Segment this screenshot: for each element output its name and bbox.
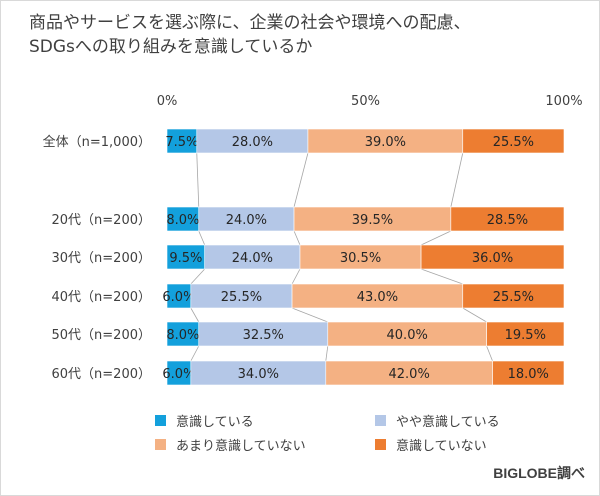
connector-line <box>325 345 329 362</box>
data-label: 8.0% <box>166 328 199 343</box>
source-note: BIGLOBE調べ <box>493 465 585 481</box>
data-label: 30.5% <box>340 251 381 266</box>
legend-swatch <box>155 415 166 426</box>
data-label: 39.5% <box>352 213 393 228</box>
connector-line <box>190 345 200 362</box>
legend-swatch <box>155 439 166 450</box>
bar-segment <box>307 128 464 154</box>
bar-segment <box>166 128 198 154</box>
data-label: 8.0% <box>166 213 199 228</box>
data-label: 34.0% <box>238 367 279 382</box>
connector-line <box>196 152 200 208</box>
data-label: 39.0% <box>365 135 406 150</box>
category-label: 50代（n=200） <box>52 328 152 343</box>
x-tick-label: 100% <box>545 94 582 109</box>
legend-swatch <box>375 415 386 426</box>
connector-line <box>462 307 487 323</box>
data-label: 28.0% <box>232 135 273 150</box>
data-label: 25.5% <box>493 135 534 150</box>
x-tick-label: 0% <box>157 94 178 109</box>
bar-segment <box>420 244 565 270</box>
data-label: 6.0% <box>162 290 195 305</box>
chart-title: 商品やサービスを選ぶ際に、企業の社会や環境への配慮、 SDGsへの取り組みを意識… <box>29 13 471 57</box>
connector-line <box>293 152 309 208</box>
connector-line <box>420 268 463 285</box>
category-label: 30代（n=200） <box>52 251 152 266</box>
legend-item: あまり意識していない <box>155 435 306 454</box>
legend: 意識している やや意識しているあまり意識していない 意識していない <box>155 411 575 454</box>
data-label: 25.5% <box>493 290 534 305</box>
data-label: 25.5% <box>221 290 262 305</box>
bar-segment <box>166 321 200 347</box>
connector-line <box>291 307 328 323</box>
data-label: 24.0% <box>226 213 267 228</box>
bar-segment <box>450 206 565 232</box>
data-label: 40.0% <box>387 328 428 343</box>
category-label: 全体（n=1,000） <box>43 134 151 150</box>
connector-line <box>291 268 301 285</box>
bar-segment <box>291 283 464 309</box>
data-label: 19.5% <box>505 328 546 343</box>
category-label: 40代（n=200） <box>52 290 152 305</box>
data-label: 42.0% <box>389 367 430 382</box>
connector-line <box>486 345 493 362</box>
bar-segment <box>486 321 565 347</box>
bar-segment <box>293 206 452 232</box>
connector-line <box>420 230 452 246</box>
legend-swatch <box>375 439 386 450</box>
data-label: 32.5% <box>243 328 284 343</box>
data-label: 9.5% <box>169 251 202 266</box>
data-label: 43.0% <box>357 290 398 305</box>
bar-segment <box>462 283 565 309</box>
connector-line <box>190 307 200 323</box>
bar-segment <box>198 321 329 347</box>
x-tick-label: 50% <box>351 94 380 109</box>
connector-line <box>293 230 301 246</box>
legend-label: やや意識している <box>396 415 500 430</box>
bar-segment <box>325 360 493 386</box>
data-label: 24.0% <box>232 251 273 266</box>
legend-label: 意識していない <box>396 439 487 454</box>
data-label: 6.0% <box>162 367 195 382</box>
bar-segment <box>166 244 206 270</box>
connector-line <box>190 268 206 285</box>
bar-segment <box>462 128 565 154</box>
bar-segment <box>166 206 200 232</box>
data-label: 28.5% <box>487 213 528 228</box>
legend-label: 意識している <box>176 415 254 430</box>
data-label: 36.0% <box>472 251 513 266</box>
bar-segment <box>492 360 565 386</box>
legend-label: あまり意識していない <box>176 439 306 454</box>
bar-segment <box>190 283 293 309</box>
category-label: 20代（n=200） <box>52 213 152 228</box>
bar-segment <box>327 321 487 347</box>
legend-item: 意識していない <box>375 435 487 454</box>
legend-item: やや意識している <box>375 411 500 430</box>
bar-segment <box>190 360 327 386</box>
category-label: 60代（n=200） <box>52 367 152 382</box>
data-label: 18.0% <box>508 367 549 382</box>
bar-segment <box>204 244 301 270</box>
data-label: 7.5% <box>165 135 198 150</box>
connector-line <box>450 152 464 208</box>
bar-segment <box>196 128 309 154</box>
legend-item: 意識している <box>155 411 254 430</box>
connector-line <box>198 230 206 246</box>
